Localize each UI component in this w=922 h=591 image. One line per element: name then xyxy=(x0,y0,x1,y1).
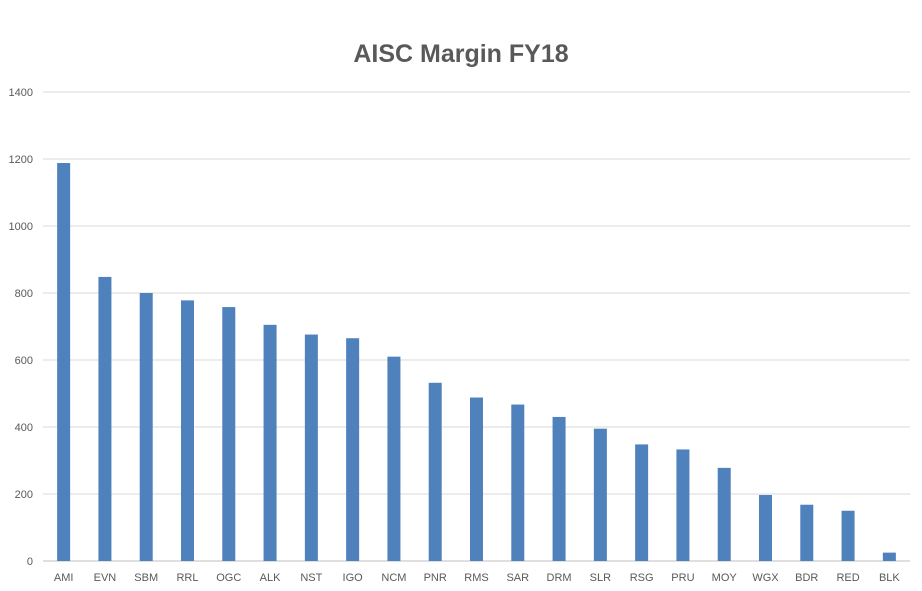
x-axis-tick-labels: AMI EVN SBM RRL OGC ALK NST IGO NCM PNR RMS SAR DRM S… xyxy=(54,572,901,584)
x-tick-label: RRL xyxy=(176,572,198,584)
x-tick-label: PNR xyxy=(424,572,447,584)
x-tick-label: MOY xyxy=(712,572,738,584)
bar-bdr xyxy=(800,504,814,561)
bar-sbm xyxy=(139,293,153,561)
y-tick-label: 200 xyxy=(15,489,33,501)
bar-sar xyxy=(511,404,525,561)
bar-ogc xyxy=(222,307,236,561)
bar-rms xyxy=(470,397,483,561)
y-tick-label: 1200 xyxy=(9,154,33,166)
bar-igo xyxy=(346,338,360,561)
bar-ncm xyxy=(387,356,401,561)
x-tick-label: DRM xyxy=(547,572,572,584)
y-tick-label: 0 xyxy=(27,556,33,568)
y-tick-label: 1000 xyxy=(9,221,33,233)
x-tick-label: RMS xyxy=(464,572,488,584)
x-tick-label: BLK xyxy=(879,572,900,584)
x-tick-label: IGO xyxy=(343,572,364,584)
bar-blk xyxy=(882,552,896,561)
y-axis-tick-labels: 0 200 400 600 800 1000 1200 1400 xyxy=(9,87,33,568)
bar-alk xyxy=(263,324,277,561)
bar-red xyxy=(841,510,855,561)
bar-nst xyxy=(304,334,318,561)
x-tick-label: EVN xyxy=(94,572,117,584)
bar-wgx xyxy=(759,495,772,561)
bar-pnr xyxy=(428,382,442,561)
bar-moy xyxy=(717,467,731,561)
y-tick-label: 1400 xyxy=(9,87,33,99)
bar-rrl xyxy=(181,300,194,561)
x-tick-label: RSG xyxy=(630,572,654,584)
bar-rsg xyxy=(635,444,649,561)
bar-ami xyxy=(57,163,71,561)
x-tick-label: WGX xyxy=(752,572,779,584)
x-tick-label: PRU xyxy=(671,572,694,584)
bar-drm xyxy=(552,416,566,561)
x-tick-label: SAR xyxy=(506,572,529,584)
y-tick-label: 600 xyxy=(15,355,33,367)
bars xyxy=(57,163,896,561)
chart-title: AISC Margin FY18 xyxy=(353,40,569,68)
x-tick-label: NST xyxy=(300,572,322,584)
x-tick-label: OGC xyxy=(216,572,241,584)
x-tick-label: AMI xyxy=(54,572,74,584)
bar-slr xyxy=(593,428,607,561)
y-tick-label: 400 xyxy=(15,422,33,434)
x-tick-label: NCM xyxy=(381,572,406,584)
x-tick-label: SBM xyxy=(134,572,158,584)
x-tick-label: ALK xyxy=(260,572,281,584)
bar-pru xyxy=(676,449,690,561)
x-tick-label: RED xyxy=(836,572,859,584)
bar-evn xyxy=(98,276,112,561)
x-tick-label: BDR xyxy=(795,572,818,584)
y-tick-label: 800 xyxy=(15,288,33,300)
x-tick-label: SLR xyxy=(590,572,611,584)
